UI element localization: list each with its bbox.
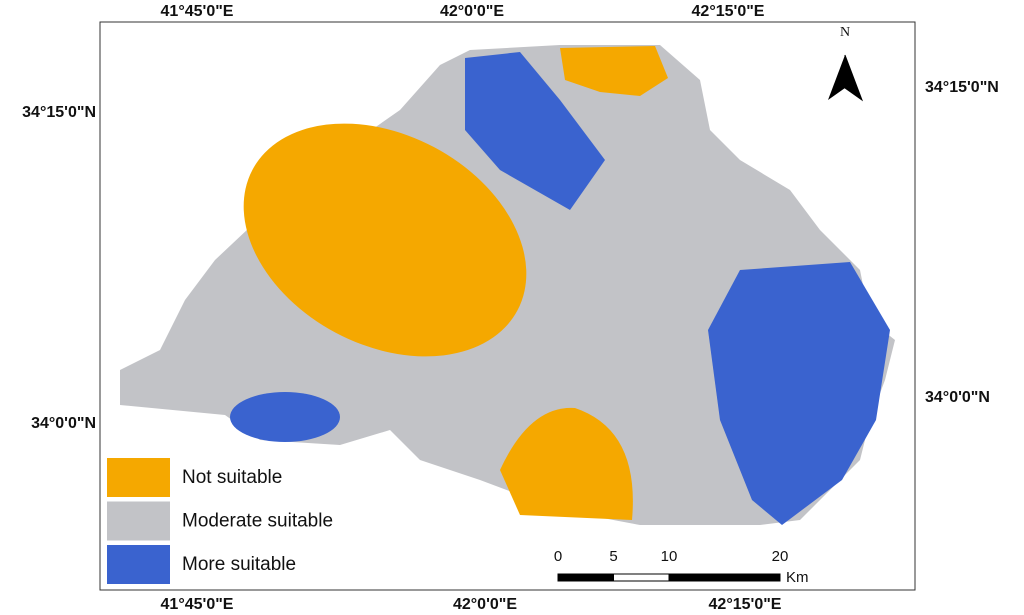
- scale-unit: Km: [786, 569, 809, 586]
- north-arrow-left: [828, 55, 845, 100]
- left-coordinate: 34°15'0"N: [22, 104, 96, 121]
- region-not-suitable: [243, 123, 527, 357]
- bottom-coordinate: 42°0'0"E: [453, 596, 517, 613]
- scale-bar: 0 5 10 20 Km: [554, 548, 809, 586]
- top-coordinate: 42°15'0"E: [692, 3, 765, 20]
- scale-label: 20: [772, 548, 789, 565]
- top-coordinate: 41°45'0"E: [161, 3, 234, 20]
- region-more-suitable: [465, 52, 605, 210]
- legend-swatch: [107, 501, 170, 541]
- scale-label: 10: [661, 548, 678, 565]
- top-coordinate: 42°0'0"E: [440, 3, 504, 20]
- region-not-suitable: [560, 46, 668, 96]
- scale-segment: [668, 573, 781, 582]
- region-not-suitable: [500, 407, 633, 520]
- legend: Not suitable Moderate suitable More suitab…: [107, 458, 333, 584]
- scale-segment: [557, 573, 614, 582]
- legend-swatch: [107, 458, 170, 497]
- legend-label: Moderate suitable: [182, 511, 333, 532]
- north-arrow-right: [844, 54, 864, 102]
- left-coordinate: 34°0'0"N: [31, 415, 96, 432]
- bottom-coordinate: 41°45'0"E: [161, 596, 234, 613]
- map-regions: [120, 45, 895, 525]
- legend-label: More suitable: [182, 554, 296, 575]
- north-arrow: N: [828, 25, 864, 102]
- region-more-suitable: [708, 262, 890, 525]
- scale-segment: [613, 573, 670, 582]
- right-coordinate: 34°15'0"N: [925, 79, 999, 96]
- north-label: N: [840, 25, 850, 40]
- legend-label: Not suitable: [182, 467, 282, 488]
- right-coordinate: 34°0'0"N: [925, 389, 990, 406]
- scale-label: 0: [554, 548, 562, 565]
- scale-label: 5: [609, 548, 617, 565]
- legend-swatch: [107, 545, 170, 584]
- region-more-suitable: [230, 392, 340, 442]
- bottom-coordinate: 42°15'0"E: [709, 596, 782, 613]
